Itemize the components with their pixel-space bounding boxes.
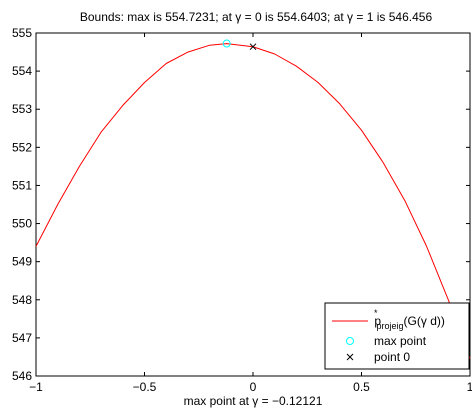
legend-x-marker: [346, 353, 354, 361]
x-tick-label: −0.5: [133, 380, 157, 394]
y-tick-label: 547: [12, 331, 32, 345]
legend-entry-curve-base: p: [374, 314, 381, 328]
x-tick-label: −1: [29, 380, 43, 394]
y-tick-label: 546: [12, 369, 32, 383]
point-0-marker: [249, 43, 257, 51]
y-tick-label: 550: [12, 217, 32, 231]
chart-title: Bounds: max is 554.7231; at γ = 0 is 554…: [80, 10, 433, 24]
legend-entry-point-0: point 0: [374, 350, 410, 364]
x-tick-label: 0: [250, 380, 257, 394]
y-tick-label: 548: [12, 293, 32, 307]
y-tick-label: 549: [12, 255, 32, 269]
y-axis-ticks: 546 547 548 549 550 551 552 553 554 555: [12, 26, 470, 383]
x-axis-label: max point at γ = −0.12121: [184, 394, 323, 408]
y-tick-label: 554: [12, 64, 32, 78]
legend-entry-curve: p* projeig(G(γ d)): [374, 308, 445, 331]
max-point-marker: [222, 39, 231, 48]
x-tick-label: 1: [467, 380, 472, 394]
legend-circle-marker: [346, 337, 354, 345]
legend: p* projeig(G(γ d)) max point point 0: [324, 302, 470, 370]
y-tick-label: 551: [12, 178, 32, 192]
x-axis-ticks: −1 −0.5 0 0.5 1: [29, 33, 472, 394]
y-tick-label: 555: [12, 26, 32, 40]
legend-entry-curve-rest: (G(γ d)): [404, 314, 445, 328]
y-tick-label: 553: [12, 102, 32, 116]
x-tick-label: 0.5: [353, 380, 370, 394]
legend-entry-curve-sub: projeig: [377, 321, 404, 331]
legend-entry-max-point: max point: [374, 334, 427, 348]
series-layer: [35, 39, 471, 359]
legend-entry-curve-sup: *: [374, 308, 378, 318]
y-tick-label: 552: [12, 140, 32, 154]
